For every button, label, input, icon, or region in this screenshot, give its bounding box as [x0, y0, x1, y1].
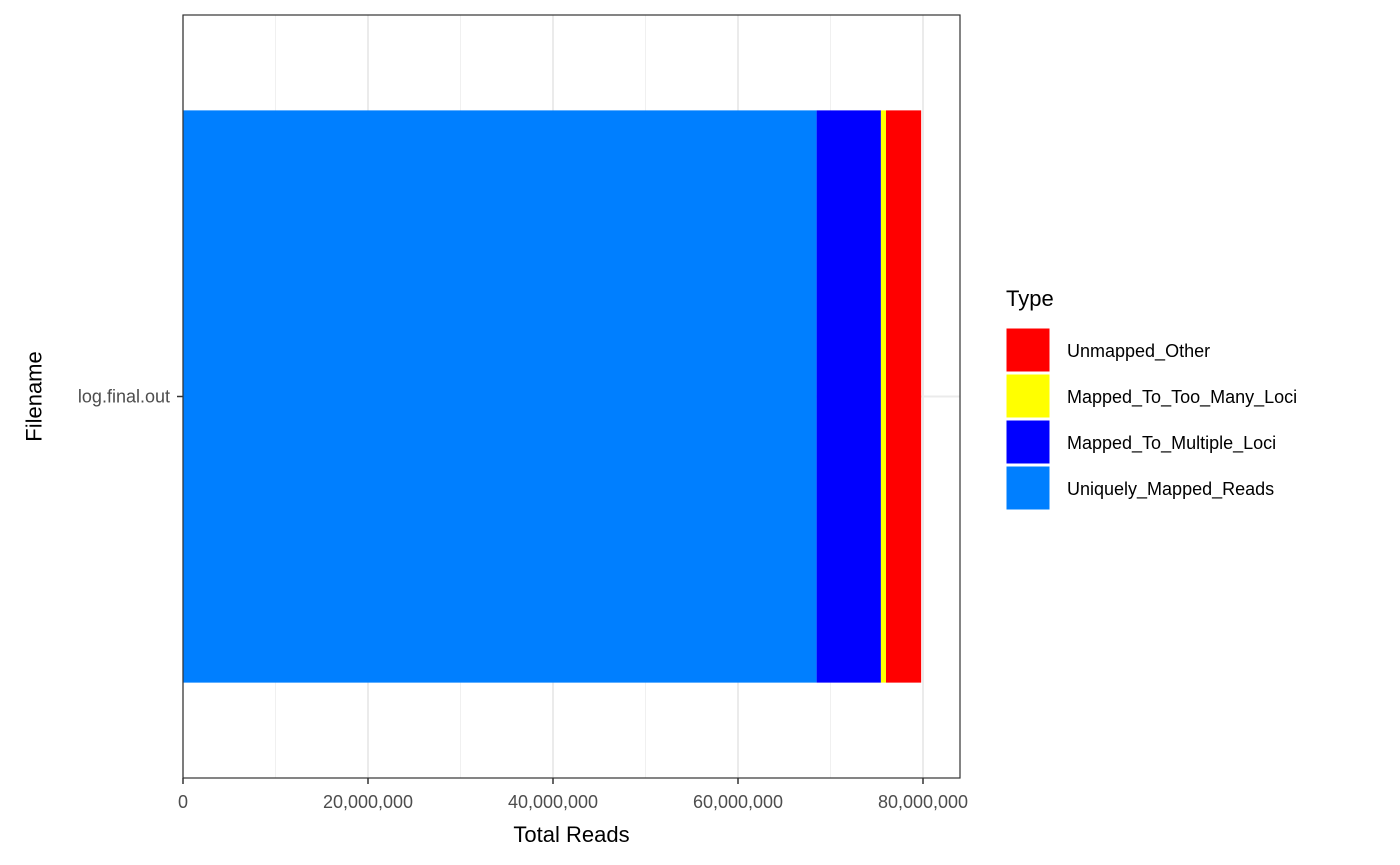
bar-segments: [183, 110, 922, 683]
legend: Type Unmapped_Other Mapped_To_Too_Many_Lo…: [1005, 286, 1297, 511]
x-tick-label: 80,000,000: [878, 792, 968, 812]
legend-label: Uniquely_Mapped_Reads: [1067, 479, 1274, 500]
legend-key-uniquely-mapped-reads: [1005, 465, 1051, 511]
bar-segment-mapped-to-multiple-loci: [816, 110, 881, 683]
legend-key-mapped-to-too-many-loci: [1005, 373, 1051, 419]
x-tick-label: 20,000,000: [323, 792, 413, 812]
x-tick-label: 0: [178, 792, 188, 812]
y-axis-title: Filename: [22, 351, 47, 441]
x-axis-title: Total Reads: [513, 822, 629, 847]
legend-label: Unmapped_Other: [1067, 341, 1210, 362]
legend-key-unmapped-other: [1005, 327, 1051, 373]
axes: log.final.out 0 20,000,000 40,000,000 60,000…: [78, 387, 968, 813]
legend-label: Mapped_To_Multiple_Loci: [1067, 433, 1276, 454]
legend-title: Type: [1006, 286, 1054, 311]
legend-label: Mapped_To_Too_Many_Loci: [1067, 387, 1297, 408]
x-tick-label: 40,000,000: [508, 792, 598, 812]
bar-segment-mapped-to-too-many-loci: [880, 110, 886, 683]
x-tick-label: 60,000,000: [693, 792, 783, 812]
legend-key-mapped-to-multiple-loci: [1005, 419, 1051, 465]
bar-segment-uniquely-mapped-reads: [183, 110, 817, 683]
bar-segment-unmapped-other: [886, 110, 922, 683]
y-tick-label: log.final.out: [78, 387, 170, 407]
